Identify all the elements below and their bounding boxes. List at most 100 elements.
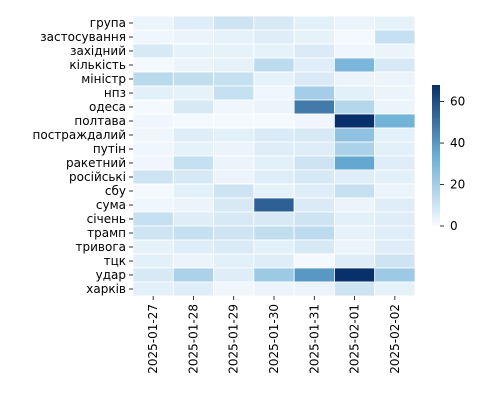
heatmap-cell <box>374 183 416 199</box>
heatmap-cell <box>172 71 214 87</box>
x-tick-label: 2025-01-27 <box>146 304 160 374</box>
heatmap-cell <box>213 99 255 115</box>
heatmap-cell <box>213 141 255 157</box>
y-tick-label: тцк <box>104 254 126 268</box>
heatmap-cell <box>334 253 376 269</box>
heatmap-cell <box>213 127 255 143</box>
heatmap-cell <box>132 253 174 269</box>
y-tick-label: трамп <box>87 226 126 240</box>
heatmap-cell <box>253 253 295 269</box>
heatmap-cell <box>132 225 174 241</box>
heatmap-cell <box>132 15 174 31</box>
heatmap-cell <box>293 169 335 185</box>
heatmap-cell <box>334 99 376 115</box>
heatmap-cell <box>293 71 335 87</box>
heatmap-cell <box>253 141 295 157</box>
heatmap-cell <box>132 57 174 73</box>
heatmap-cell <box>334 57 376 73</box>
heatmap-cell <box>253 197 295 213</box>
heatmap-cell <box>132 211 174 227</box>
heatmap-cell <box>172 225 214 241</box>
heatmap-cell <box>293 15 335 31</box>
heatmap-cell <box>172 239 214 255</box>
heatmap-cell <box>253 281 295 297</box>
heatmap-cell <box>132 71 174 87</box>
heatmap-cell <box>253 57 295 73</box>
heatmap-cell <box>293 211 335 227</box>
heatmap-cell <box>334 113 376 129</box>
heatmap-cell <box>334 281 376 297</box>
heatmap-cell <box>132 113 174 129</box>
colorbar-tick-label: 20 <box>450 178 465 192</box>
heatmap-cell <box>213 253 255 269</box>
heatmap-cell <box>132 127 174 143</box>
heatmap-cell <box>132 281 174 297</box>
heatmap-cell <box>374 239 416 255</box>
x-tick-label: 2025-01-30 <box>267 304 281 374</box>
heatmap-cell <box>213 29 255 45</box>
heatmap-cell <box>374 71 416 87</box>
heatmap-cell <box>253 71 295 87</box>
heatmap-cell <box>334 71 376 87</box>
heatmap-cell <box>213 155 255 171</box>
y-tick-label: січень <box>87 212 126 226</box>
heatmap-cell <box>374 211 416 227</box>
heatmap-cell <box>374 43 416 59</box>
colorbar-tick-label: 40 <box>450 136 465 150</box>
heatmap-cell <box>334 239 376 255</box>
heatmap-cells <box>132 15 416 297</box>
heatmap-cell <box>213 113 255 129</box>
heatmap-cell <box>334 169 376 185</box>
heatmap-cell <box>213 281 255 297</box>
heatmap-cell <box>293 29 335 45</box>
heatmap-cell <box>374 253 416 269</box>
heatmap-cell <box>293 183 335 199</box>
heatmap-cell <box>213 15 255 31</box>
heatmap-cell <box>172 141 214 157</box>
x-tick-label: 2025-02-02 <box>388 304 402 374</box>
heatmap-cell <box>172 197 214 213</box>
heatmap-cell <box>253 169 295 185</box>
heatmap-cell <box>172 127 214 143</box>
heatmap-cell <box>253 29 295 45</box>
heatmap-cell <box>293 197 335 213</box>
heatmap-cell <box>374 29 416 45</box>
heatmap-cell <box>132 239 174 255</box>
heatmap-cell <box>293 127 335 143</box>
x-axis-labels: 2025-01-27 2025-01-28 2025-01-29 2025-01-30… <box>146 296 402 374</box>
y-tick-label: російські <box>69 170 126 184</box>
heatmap-cell <box>293 43 335 59</box>
heatmap-cell <box>293 141 335 157</box>
x-tick-label: 2025-01-29 <box>227 304 241 374</box>
heatmap-cell <box>334 15 376 31</box>
heatmap-cell <box>293 85 335 101</box>
heatmap-cell <box>293 225 335 241</box>
y-tick-label: кількість <box>69 58 126 72</box>
y-tick-label: одеса <box>89 100 126 114</box>
heatmap-cell <box>213 239 255 255</box>
heatmap-cell <box>293 267 335 283</box>
heatmap-cell <box>132 85 174 101</box>
x-tick-label: 2025-01-28 <box>186 304 200 374</box>
heatmap-cell <box>374 57 416 73</box>
heatmap-cell <box>293 239 335 255</box>
y-tick-label: тривога <box>76 240 126 254</box>
heatmap-cell <box>172 183 214 199</box>
heatmap-cell <box>293 99 335 115</box>
y-axis-labels: групазастосуваннязахіднийкількістьмініст… <box>33 16 133 296</box>
heatmap-cell <box>213 183 255 199</box>
y-tick-label: удар <box>96 268 126 282</box>
heatmap-cell <box>253 155 295 171</box>
heatmap-cell <box>172 155 214 171</box>
heatmap-cell <box>334 225 376 241</box>
y-tick-label: харків <box>86 282 126 296</box>
heatmap-cell <box>374 99 416 115</box>
colorbar-tick-label: 0 <box>450 219 458 233</box>
heatmap-cell <box>374 113 416 129</box>
y-tick-label: путін <box>93 142 126 156</box>
y-tick-label: група <box>90 16 126 30</box>
heatmap-cell <box>132 155 174 171</box>
heatmap-cell <box>172 57 214 73</box>
heatmap-cell <box>172 85 214 101</box>
